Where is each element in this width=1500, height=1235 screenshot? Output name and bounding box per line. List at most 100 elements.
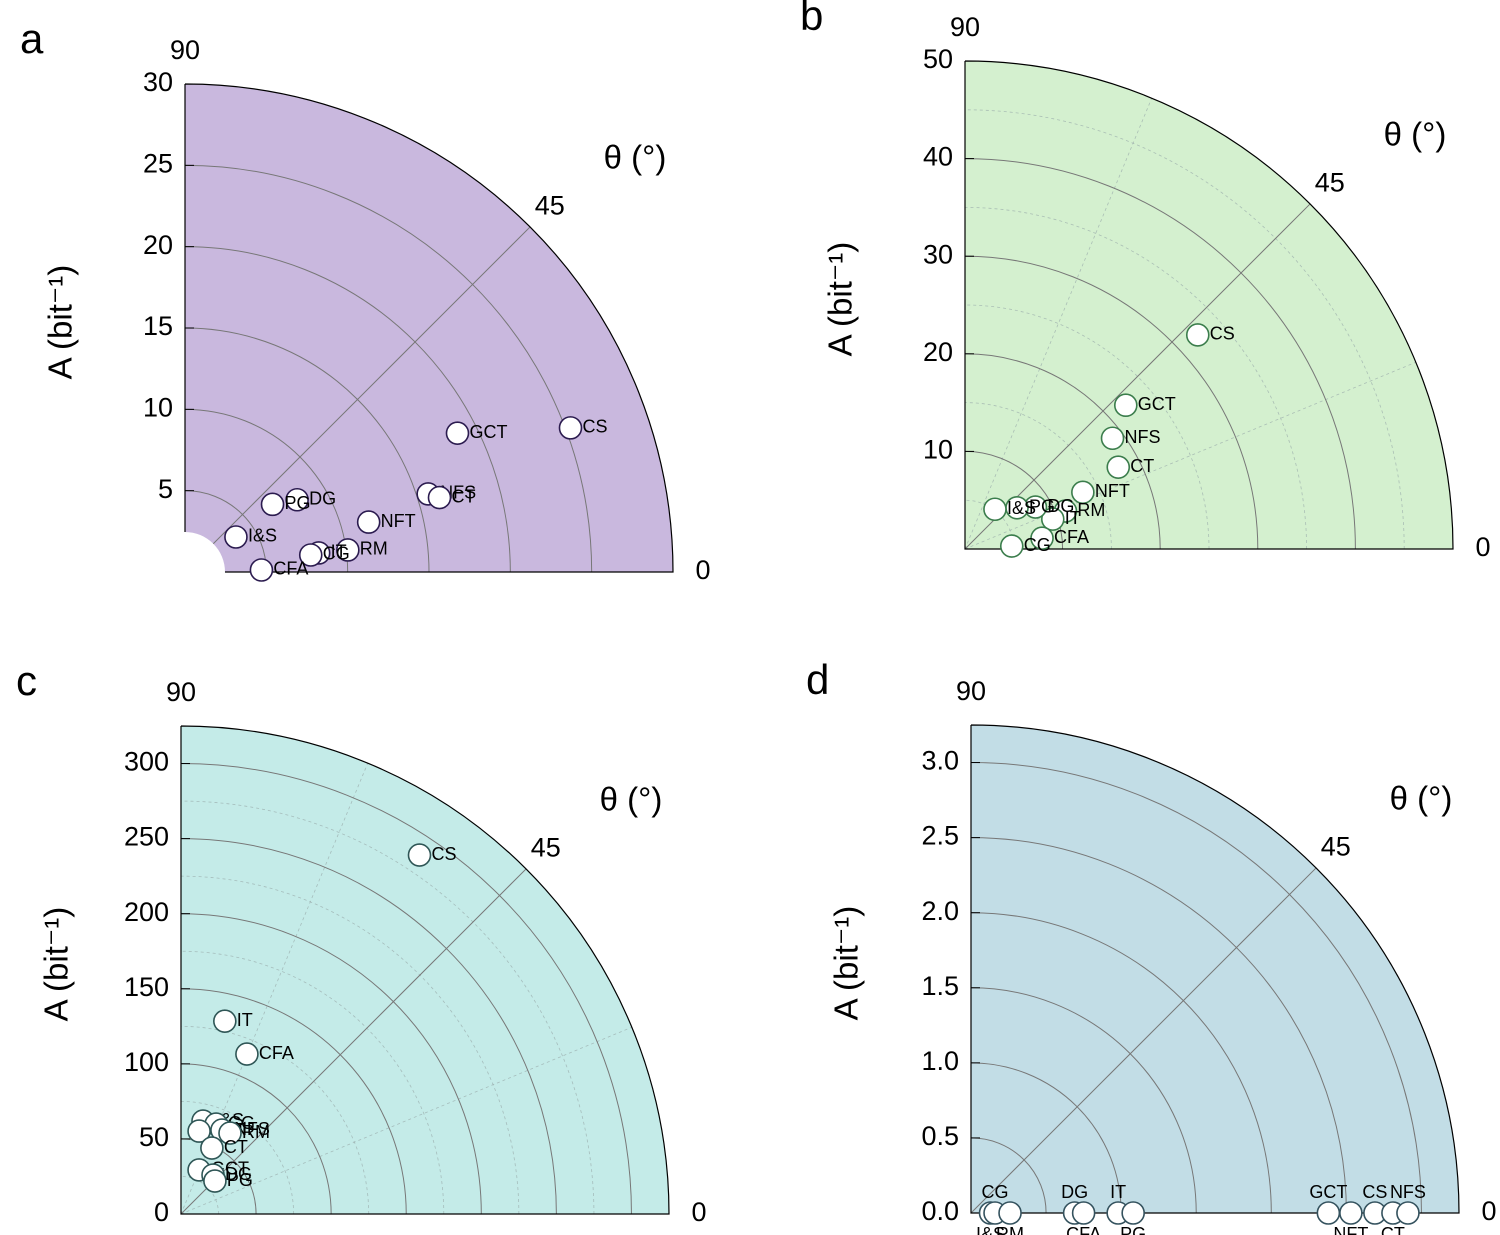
minor-grid xyxy=(180,1176,219,1215)
point-label: DG xyxy=(1047,496,1074,516)
y-tick-label: 100 xyxy=(124,1047,169,1077)
point-label: IT xyxy=(331,542,347,562)
theta-tick-label: 45 xyxy=(1321,831,1351,861)
data-point xyxy=(445,421,470,445)
point-label: CG xyxy=(1024,535,1051,555)
theta-tick-label: 45 xyxy=(535,190,565,220)
data-point xyxy=(200,1136,224,1160)
data-point xyxy=(427,485,452,510)
origin-hole xyxy=(145,532,225,612)
theta-grid xyxy=(180,868,527,1215)
point-label: CT xyxy=(224,1137,248,1157)
y-tick-label: 10 xyxy=(923,435,953,465)
data-point xyxy=(356,510,381,534)
data-point xyxy=(1100,426,1125,451)
y-tick-label: 20 xyxy=(923,337,953,367)
data-point xyxy=(1106,455,1131,479)
panel: 0.0 0.5 1.0 1.5 2.0 2.5 3.0 0 45 90 d θ (°) A (bit⁻¹… xyxy=(806,656,1497,1235)
y-tick-label: 30 xyxy=(143,67,173,97)
theta-tick-label: 0 xyxy=(1481,1196,1496,1226)
panel-letter: d xyxy=(806,656,829,703)
minor-grid xyxy=(964,304,1210,550)
theta-axis-title: θ (°) xyxy=(604,139,667,176)
y-tick-label: 300 xyxy=(124,747,169,777)
point-label: CT xyxy=(1381,1224,1405,1235)
y-tick-label: 40 xyxy=(923,142,953,172)
point-label: I&S xyxy=(1007,498,1036,518)
data-point xyxy=(1316,1201,1341,1225)
theta-tick-label: 0 xyxy=(1475,532,1490,562)
point-label: NFT xyxy=(1095,481,1130,501)
theta-axis-title: θ (°) xyxy=(600,781,663,818)
data-point xyxy=(1071,480,1095,505)
theta-grid xyxy=(970,867,1317,1214)
point-label: CFA xyxy=(273,559,308,579)
point-label: CFA xyxy=(1066,1224,1101,1235)
panel: 0 50 100 150 200 250 300 0 45 90 c θ (°) A (bit⁻¹) CS… xyxy=(16,657,707,1227)
data-point xyxy=(1339,1201,1363,1225)
y-tick-label: 150 xyxy=(124,972,169,1002)
y-tick-label: 20 xyxy=(143,230,173,260)
y-tick-label: 200 xyxy=(124,897,169,927)
data-point xyxy=(1396,1201,1420,1225)
data-point xyxy=(999,534,1024,558)
data-point xyxy=(1071,1201,1096,1225)
point-label: CG xyxy=(323,544,350,564)
theta-axis-title: θ (°) xyxy=(1384,116,1447,153)
data-point xyxy=(1030,526,1054,550)
theta-tick-label: 90 xyxy=(166,677,196,707)
point-label: CT xyxy=(1130,456,1154,476)
panel-letter: c xyxy=(16,657,37,704)
point-label: NFT xyxy=(381,511,416,531)
point-label: CG xyxy=(982,1182,1009,1202)
point-label: CS xyxy=(431,844,456,864)
point-label: CFA xyxy=(259,1043,294,1063)
data-point xyxy=(336,538,360,562)
plot-frame xyxy=(184,83,674,573)
point-label: IT xyxy=(1065,508,1081,528)
point-label: RM xyxy=(1077,500,1105,520)
data-point xyxy=(285,487,309,512)
point-label: IT xyxy=(1110,1182,1126,1202)
theta-tick-label: 90 xyxy=(170,35,200,65)
y-tick-label: 10 xyxy=(143,392,173,422)
theta-tick-label: 90 xyxy=(956,676,986,706)
y-tick-label: 30 xyxy=(923,239,953,269)
y-tick-label: 5 xyxy=(158,474,173,504)
data-point xyxy=(224,525,248,549)
y-tick-label: 50 xyxy=(139,1122,169,1152)
point-label: CS xyxy=(1362,1182,1387,1202)
data-point xyxy=(1121,1201,1145,1225)
y-tick-label: 1.5 xyxy=(921,971,959,1001)
point-label: GCT xyxy=(1309,1182,1347,1202)
panel-letter: a xyxy=(20,15,44,62)
point-label: RM xyxy=(242,1122,270,1142)
point-label: CT xyxy=(451,486,475,506)
point-label: GCT xyxy=(1138,394,1176,414)
point-label: NFS xyxy=(1125,427,1161,447)
y-axis-title: A (bit⁻¹) xyxy=(42,265,79,380)
point-label: CFA xyxy=(1054,527,1089,547)
data-point xyxy=(249,558,274,582)
y-tick-label: 50 xyxy=(923,44,953,74)
y-tick-label: 2.5 xyxy=(921,821,959,851)
data-point xyxy=(260,492,285,517)
y-axis-title: A (bit⁻¹) xyxy=(38,907,75,1022)
plot-frame xyxy=(180,725,670,1215)
data-point xyxy=(1113,393,1138,418)
theta-grid xyxy=(184,226,531,573)
point-label: RM xyxy=(360,539,388,559)
theta-tick-label: 0 xyxy=(691,1197,706,1227)
minor-grid xyxy=(180,1100,295,1215)
theta-tick-label: 45 xyxy=(1315,167,1345,197)
y-axis-title: A (bit⁻¹) xyxy=(822,242,859,357)
data-point xyxy=(213,1009,237,1033)
y-tick-label: 1.0 xyxy=(921,1046,959,1076)
y-tick-label: 0.5 xyxy=(921,1121,959,1151)
y-tick-label: 25 xyxy=(143,148,173,178)
point-label: I&S xyxy=(248,526,277,546)
point-label: NFS xyxy=(234,1119,270,1139)
point-label: DG xyxy=(309,488,336,508)
panel-letter: b xyxy=(800,0,823,39)
